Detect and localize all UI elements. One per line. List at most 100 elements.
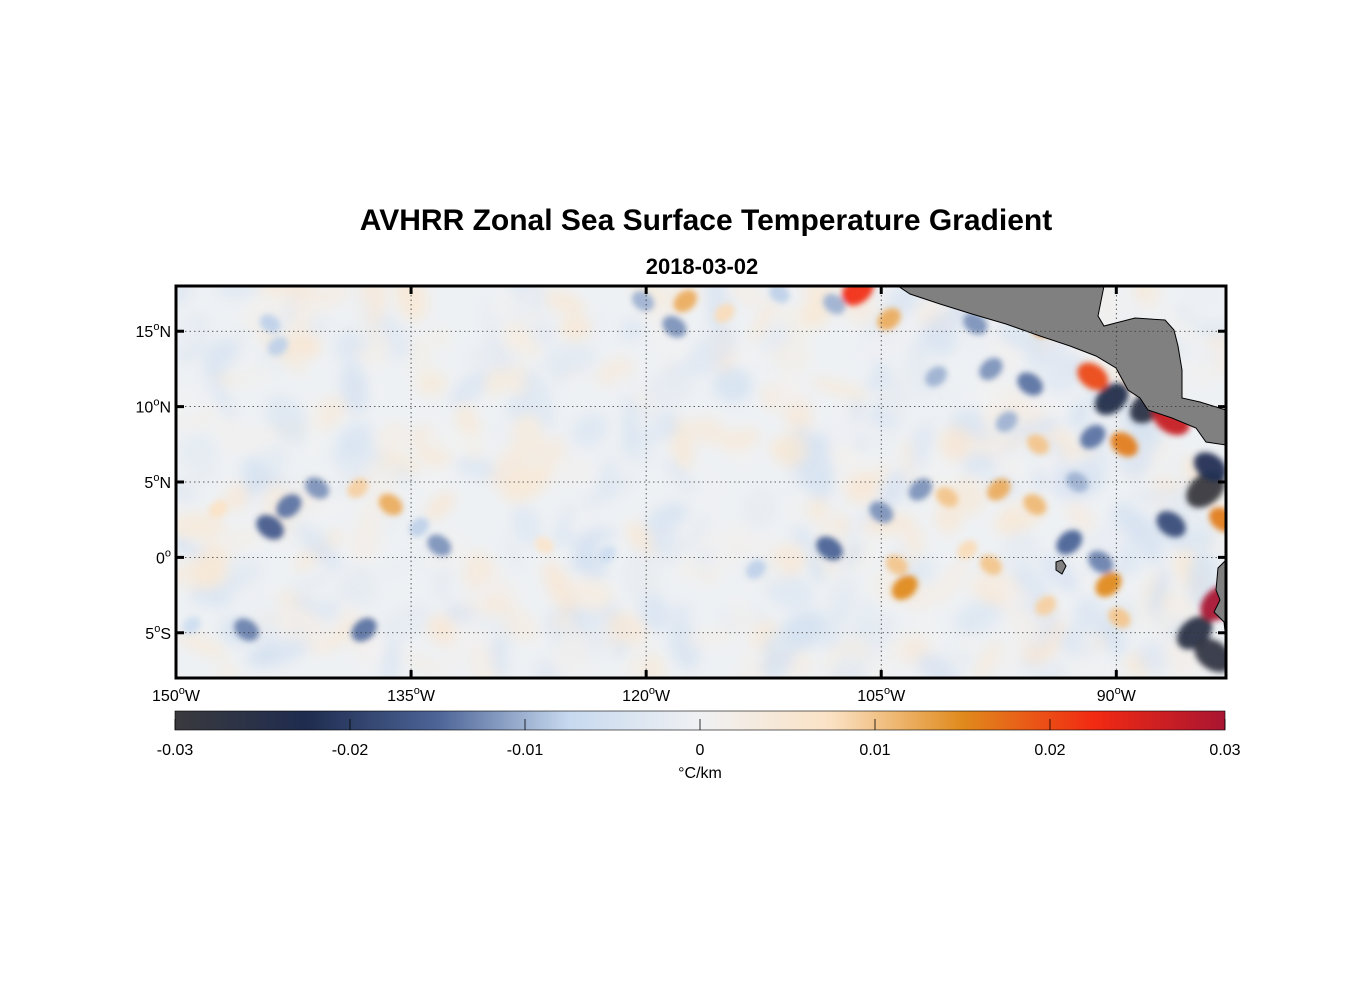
gradient-feature — [841, 286, 874, 306]
noise-blob — [1148, 567, 1171, 617]
noise-blob — [224, 348, 285, 385]
gradient-feature — [1056, 529, 1083, 555]
noise-blob — [1189, 362, 1217, 386]
gradient-feature — [1017, 372, 1043, 396]
chart-subtitle: 2018-03-02 — [645, 254, 759, 279]
noise-blob — [1101, 621, 1126, 657]
noise-blob — [375, 421, 409, 460]
gradient-feature — [745, 559, 766, 580]
noise-blob — [588, 445, 628, 472]
noise-blob — [553, 504, 575, 548]
gradient-feature — [979, 357, 1003, 381]
gradient-feature — [182, 616, 201, 635]
noise-blob — [668, 604, 693, 623]
noise-blob — [1075, 625, 1101, 662]
gradient-feature — [673, 289, 698, 313]
noise-blob — [704, 466, 718, 525]
noise-blob — [571, 534, 598, 572]
gradient-feature — [351, 617, 377, 642]
noise-blob — [331, 468, 362, 500]
land-galapagos-islands — [1055, 559, 1067, 575]
noise-blob — [537, 436, 567, 468]
noise-blob — [421, 429, 486, 455]
noise-blob — [265, 395, 312, 444]
colorbar-tick-label: 0.01 — [859, 742, 890, 759]
noise-blob — [490, 635, 508, 678]
lat-label: 10oN — [136, 397, 171, 417]
noise-blob — [859, 314, 909, 364]
gradient-feature — [816, 536, 843, 561]
noise-blob — [567, 577, 614, 611]
gradient-feature — [1095, 572, 1122, 597]
noise-blob — [917, 653, 961, 678]
gradient-feature — [1193, 452, 1226, 482]
noise-blob — [909, 336, 930, 360]
noise-blob — [176, 531, 205, 557]
noise-blob — [417, 372, 448, 397]
gradient-feature — [662, 315, 687, 338]
noise-blob — [644, 370, 694, 407]
lon-label: 90oW — [1097, 685, 1137, 705]
noise-blob — [783, 610, 828, 650]
noise-blob — [626, 521, 658, 561]
noise-blob — [844, 471, 879, 504]
gradient-feature — [891, 575, 918, 600]
noise-blob — [210, 581, 231, 610]
noise-blob — [966, 435, 1000, 457]
gradient-feature — [714, 303, 735, 323]
noise-blob — [624, 549, 660, 603]
noise-blob — [377, 605, 433, 642]
lon-label: 135oW — [387, 685, 436, 705]
gradient-feature — [378, 493, 403, 516]
noise-blob — [450, 370, 491, 406]
gradient-feature — [877, 308, 901, 331]
gradient-feature — [908, 478, 933, 501]
noise-blob — [685, 327, 737, 377]
noise-blob — [511, 505, 541, 546]
colorbar-tick-label: -0.02 — [332, 742, 369, 759]
noise-blob — [730, 286, 763, 308]
noise-blob — [939, 425, 972, 462]
noise-blob — [1024, 452, 1056, 471]
noise-blob — [774, 433, 808, 468]
noise-blob — [931, 383, 959, 406]
gradient-feature — [979, 554, 1003, 576]
lon-label: 120oW — [622, 685, 671, 705]
gradient-feature — [1088, 550, 1114, 574]
lat-label: 5oS — [145, 623, 171, 643]
colorbar-tick-label: -0.03 — [157, 742, 194, 759]
noise-blob — [1182, 289, 1219, 309]
noise-blob — [878, 471, 908, 509]
gradient-feature — [1156, 511, 1186, 538]
noise-blob — [656, 410, 679, 440]
gradient-feature — [234, 618, 259, 641]
noise-blob — [349, 520, 382, 562]
noise-blob — [868, 644, 894, 678]
noise-blob — [663, 457, 695, 493]
gradient-feature — [1209, 507, 1226, 533]
gradient-feature — [1110, 431, 1138, 457]
lat-label: 5oN — [144, 472, 171, 492]
noise-blob — [960, 633, 977, 653]
noise-blob — [934, 558, 968, 605]
noise-blob — [913, 604, 939, 644]
gradient-feature — [987, 478, 1011, 501]
noise-blob — [675, 553, 702, 581]
colorbar-unit-label: °C/km — [678, 765, 722, 782]
gradient-feature — [963, 312, 988, 335]
noise-blob — [179, 435, 217, 470]
noise-blob — [302, 499, 350, 519]
noise-blob — [739, 536, 775, 560]
noise-blob — [949, 477, 986, 516]
noise-blob — [182, 387, 211, 414]
noise-blob — [307, 317, 329, 335]
gradient-noise-layer — [176, 286, 1226, 678]
noise-blob — [650, 519, 674, 553]
noise-blob — [996, 349, 1023, 373]
noise-blob — [881, 364, 907, 420]
noise-blob — [245, 643, 300, 668]
colorbar-tick-label: 0.03 — [1209, 742, 1240, 759]
noise-blob — [1154, 602, 1188, 635]
noise-blob — [484, 363, 510, 397]
